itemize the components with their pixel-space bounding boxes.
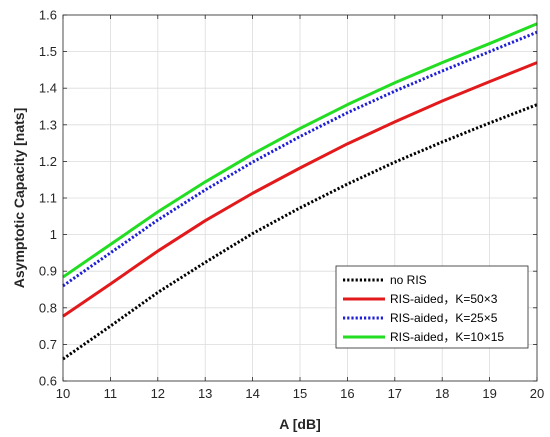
y-tick-label: 1.5 [39,44,57,59]
legend-label-3: RIS-aided，K=25×5 [390,311,498,325]
x-tick-label: 20 [530,386,544,401]
x-tick-label: 12 [151,386,165,401]
y-axis-label: Asymptotic Capacity [nats] [11,108,27,288]
y-tick-label: 1.3 [39,117,57,132]
y-tick-label: 0.7 [39,337,57,352]
x-tick-label: 14 [245,386,259,401]
series-layer [62,22,538,361]
x-tick-labels: 10 11 12 13 14 15 16 17 18 19 20 [56,386,544,401]
series-line-1 [62,103,538,361]
x-tick-label: 11 [104,386,118,401]
y-tick-label: 1 [50,227,57,242]
y-tick-label: 1.6 [39,8,57,23]
legend: no RIS RIS-aided，K=50×3 RIS-aided，K=25×5 RI… [335,265,529,349]
x-tick-label: 13 [198,386,212,401]
y-tick-label: 0.8 [39,300,57,315]
y-tick-label: 0.6 [39,374,57,389]
x-tick-label: 18 [435,386,449,401]
y-tick-label: 0.9 [39,264,57,279]
x-axis-label: A [dB] [279,416,320,432]
x-tick-label: 10 [56,386,70,401]
legend-label-2: RIS-aided，K=50×3 [390,292,498,306]
ticks [62,14,538,382]
legend-label-1: no RIS [390,273,427,287]
legend-label-4: RIS-aided，K=10×15 [390,330,504,344]
y-tick-labels: 0.6 0.7 0.8 0.9 1 1.1 1.2 1.3 1.4 1.5 1.6 [39,8,57,389]
series-line-2 [62,61,538,318]
x-tick-label: 16 [340,386,354,401]
x-tick-label: 19 [482,386,496,401]
x-tick-label: 15 [293,386,307,401]
legend-box [335,265,529,349]
y-tick-label: 1.1 [39,191,57,206]
y-tick-label: 1.4 [39,81,57,96]
series-line-4 [62,22,538,279]
series-line-3 [62,30,538,288]
y-tick-label: 1.2 [39,154,57,169]
x-tick-label: 17 [388,386,402,401]
